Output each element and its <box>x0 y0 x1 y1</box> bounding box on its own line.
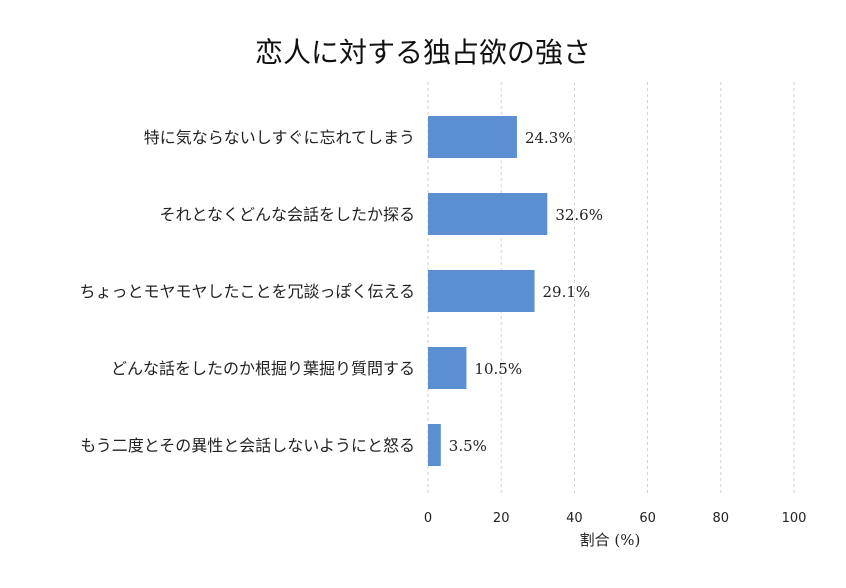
chart-title: 恋人に対する独占欲の強さ <box>255 36 591 69</box>
x-tick-label: 20 <box>493 511 510 526</box>
x-tick-label: 60 <box>639 511 656 526</box>
x-tick-label: 80 <box>713 511 730 526</box>
value-label: 3.5% <box>449 437 487 455</box>
category-label: どんな話をしたのか根掘り葉掘り質問する <box>111 359 415 378</box>
x-tick-label: 100 <box>782 511 807 526</box>
bar <box>428 193 548 235</box>
x-axis-title: 割合 (%) <box>580 531 641 549</box>
value-label: 10.5% <box>474 360 522 378</box>
bar <box>428 424 441 466</box>
bars <box>428 116 548 466</box>
bar <box>428 116 517 158</box>
value-labels: 24.3% 32.6% 29.1% 10.5% 3.5% <box>449 129 603 455</box>
value-label: 32.6% <box>555 206 603 224</box>
x-tick-label: 40 <box>566 511 583 526</box>
value-label: 29.1% <box>543 283 591 301</box>
bar <box>428 270 535 312</box>
category-label: ちょっとモヤモヤしたことを冗談っぽく伝える <box>79 282 415 301</box>
category-labels: 特に気ならないしすぐに忘れてしまうそれとなくどんな会話をしたか探るちょっとモヤモ… <box>79 128 415 455</box>
category-label: もう二度とその異性と会話しないようにと怒る <box>80 436 415 455</box>
x-tick-label: 0 <box>424 511 432 526</box>
bar <box>428 347 467 389</box>
category-label: 特に気ならないしすぐに忘れてしまう <box>144 128 415 147</box>
category-label: それとなくどんな会話をしたか探る <box>159 205 415 224</box>
x-axis-ticks: 0 20 40 60 80 100 <box>424 511 807 526</box>
value-label: 24.3% <box>525 129 573 147</box>
